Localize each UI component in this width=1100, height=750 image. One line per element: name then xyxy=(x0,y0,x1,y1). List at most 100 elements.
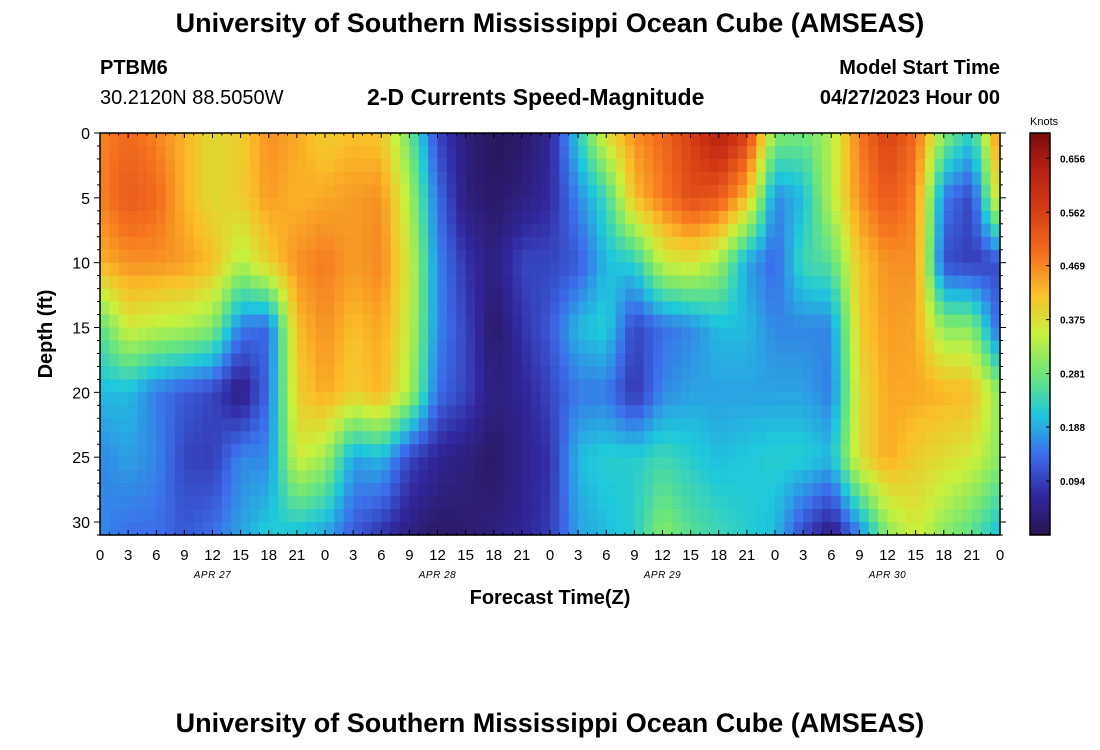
heatmap-cell xyxy=(521,327,532,342)
heatmap-cell xyxy=(306,262,317,277)
heatmap-cell xyxy=(737,158,748,173)
heatmap-cell xyxy=(568,444,579,458)
heatmap-cell xyxy=(812,522,823,536)
heatmap-cell xyxy=(437,431,448,445)
heatmap-cell xyxy=(250,210,260,225)
heatmap-cell xyxy=(559,158,570,173)
heatmap-cell xyxy=(718,197,729,212)
heatmap-cell xyxy=(915,444,926,458)
heatmap-cell xyxy=(156,418,167,432)
heatmap-cell xyxy=(981,133,992,147)
heatmap-cell xyxy=(437,483,448,497)
heatmap-cell xyxy=(250,184,260,199)
heatmap-cell xyxy=(156,314,167,329)
heatmap-cell xyxy=(690,184,701,199)
heatmap-cell xyxy=(953,171,964,186)
heatmap-cell xyxy=(118,171,129,186)
heatmap-cell xyxy=(953,158,964,173)
heatmap-cell xyxy=(156,262,167,277)
heatmap-cell xyxy=(287,262,298,277)
heatmap-cell xyxy=(315,210,326,225)
heatmap-cell xyxy=(521,431,532,445)
heatmap-cell xyxy=(231,288,242,303)
heatmap-cell xyxy=(531,457,542,471)
heatmap-cell xyxy=(550,483,560,497)
heatmap-cell xyxy=(718,392,729,406)
heatmap-cell xyxy=(371,392,382,406)
heatmap-cell xyxy=(437,353,448,368)
heatmap-cell xyxy=(156,249,167,264)
heatmap-cell xyxy=(840,366,851,380)
heatmap-cell xyxy=(653,522,664,536)
heatmap-cell xyxy=(943,236,954,251)
heatmap-cell xyxy=(681,236,692,251)
heatmap-cell xyxy=(193,340,204,355)
heatmap-cell xyxy=(915,509,926,523)
heatmap-cell xyxy=(756,171,767,186)
heatmap-cell xyxy=(990,444,1001,458)
heatmap-cell xyxy=(521,457,532,471)
heatmap-cell xyxy=(737,418,748,432)
heatmap-cell xyxy=(353,444,364,458)
heatmap-cell xyxy=(775,405,785,419)
heatmap-cell xyxy=(512,509,523,523)
heatmap-cell xyxy=(428,353,439,368)
heatmap-cell xyxy=(559,314,570,329)
heatmap-cell xyxy=(550,327,560,342)
heatmap-cell xyxy=(212,405,223,419)
heatmap-cell xyxy=(371,210,382,225)
heatmap-cell xyxy=(521,236,532,251)
heatmap-cell xyxy=(643,483,654,497)
heatmap-cell xyxy=(831,288,842,303)
heatmap-cell xyxy=(203,418,214,432)
heatmap-cell xyxy=(962,392,973,406)
heatmap-cell xyxy=(381,496,392,510)
heatmap-cell xyxy=(193,262,204,277)
heatmap-cell xyxy=(878,275,889,290)
heatmap-cell xyxy=(737,431,748,445)
heatmap-cell xyxy=(493,314,504,329)
heatmap-cell xyxy=(746,275,757,290)
heatmap-cell xyxy=(184,145,195,160)
heatmap-cell xyxy=(812,405,823,419)
heatmap-cell xyxy=(784,158,795,173)
heatmap-cell xyxy=(334,457,345,471)
heatmap-cell xyxy=(550,223,560,238)
x-tick-label: 9 xyxy=(405,547,413,564)
heatmap-cell xyxy=(484,210,495,225)
heatmap-cell xyxy=(643,197,654,212)
heatmap-cell xyxy=(775,353,785,368)
heatmap-cell xyxy=(803,327,814,342)
heatmap-cell xyxy=(559,133,570,147)
heatmap-cell xyxy=(681,444,692,458)
heatmap-cell xyxy=(250,171,260,186)
heatmap-cell xyxy=(915,366,926,380)
heatmap-cell xyxy=(793,275,804,290)
heatmap-cell xyxy=(278,483,289,497)
heatmap-cell xyxy=(915,340,926,355)
heatmap-cell xyxy=(446,431,457,445)
heatmap-cell xyxy=(100,197,110,212)
heatmap-cell xyxy=(353,509,364,523)
heatmap-cell xyxy=(259,392,270,406)
heatmap-cell xyxy=(840,184,851,199)
heatmap-cell xyxy=(550,392,560,406)
heatmap-cell xyxy=(859,470,870,484)
heatmap-cell xyxy=(100,496,110,510)
heatmap-cell xyxy=(578,496,589,510)
heatmap-cell xyxy=(306,327,317,342)
heatmap-cell xyxy=(278,133,289,147)
heatmap-cell xyxy=(137,509,148,523)
heatmap-cell xyxy=(128,184,139,199)
heatmap-cell xyxy=(203,405,214,419)
heatmap-cell xyxy=(812,483,823,497)
heatmap-cell xyxy=(390,431,401,445)
heatmap-cell xyxy=(475,457,485,471)
heatmap-cell xyxy=(240,210,251,225)
heatmap-cell xyxy=(896,249,907,264)
heatmap-cell xyxy=(353,145,364,160)
heatmap-cell xyxy=(146,262,157,277)
heatmap-cell xyxy=(568,327,579,342)
heatmap-cell xyxy=(221,470,232,484)
heatmap-cell xyxy=(343,457,354,471)
